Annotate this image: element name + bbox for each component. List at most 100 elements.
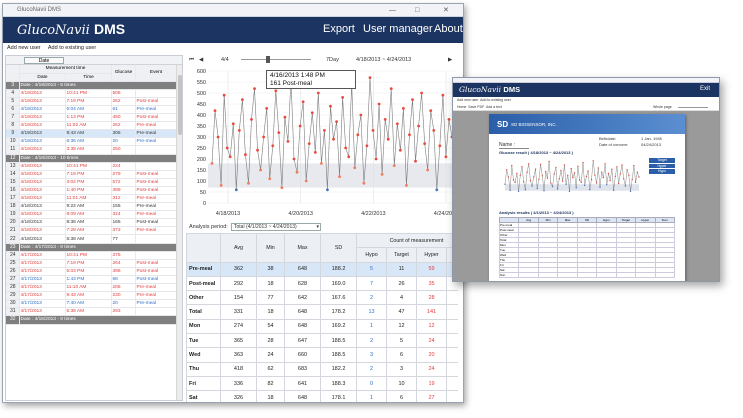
table-row[interactable]: 6 4/19/2013 5:04 AM 61 Pre-meal bbox=[6, 105, 177, 115]
data-point[interactable] bbox=[383, 118, 387, 121]
data-point[interactable] bbox=[420, 91, 424, 95]
table-row[interactable]: 28 4/17/2013 11:10 AM 205 Pre-meal bbox=[6, 283, 177, 293]
table-row[interactable]: 5 4/19/2013 7:19 PM 262 Post-meal bbox=[6, 97, 177, 106]
add-new-user-link[interactable]: Add new user bbox=[7, 45, 41, 51]
data-point[interactable] bbox=[329, 104, 332, 108]
data-point[interactable] bbox=[247, 181, 250, 185]
data-point[interactable] bbox=[295, 170, 299, 174]
data-point[interactable] bbox=[423, 142, 427, 145]
data-point[interactable] bbox=[392, 164, 396, 167]
report-tab-home[interactable]: Home bbox=[457, 105, 467, 109]
data-point[interactable] bbox=[332, 137, 335, 141]
table-row[interactable]: 10 4/19/2013 6:36 AM 20 Pre-meal bbox=[6, 137, 177, 147]
table-row[interactable]: 30 4/17/2013 7:40 AM 20 Pre-meal bbox=[6, 299, 177, 309]
date-button[interactable]: Date bbox=[24, 57, 64, 64]
table-row[interactable]: 8 4/19/2013 11:02 AM 262 Pre-meal bbox=[6, 121, 177, 131]
data-point[interactable] bbox=[374, 157, 378, 161]
data-point[interactable] bbox=[380, 173, 384, 176]
data-point[interactable] bbox=[307, 142, 311, 145]
data-point[interactable] bbox=[417, 124, 420, 128]
data-point[interactable] bbox=[368, 76, 372, 79]
data-point[interactable] bbox=[362, 181, 366, 185]
data-point[interactable] bbox=[228, 155, 232, 159]
date-group-row[interactable]: 32 Date : 4/16/2013 - 8 times bbox=[6, 315, 177, 325]
data-point[interactable] bbox=[435, 188, 439, 192]
analysis-period-select[interactable]: Total (4/1/2013 ~ 4/24/2013) ▾ bbox=[231, 223, 321, 231]
data-point[interactable] bbox=[326, 188, 329, 192]
table-row[interactable]: 15 4/18/2013 3:02 PM 572 Post-meal bbox=[6, 178, 177, 187]
table-row[interactable]: 14 4/18/2013 7:19 PM 279 Post-meal bbox=[6, 170, 177, 179]
data-point[interactable] bbox=[262, 135, 266, 139]
page-slider[interactable] bbox=[241, 59, 311, 60]
add-existing-user-link[interactable]: Add to existing user bbox=[47, 45, 97, 51]
data-point[interactable] bbox=[432, 129, 436, 132]
header-event[interactable]: Event bbox=[135, 65, 177, 82]
data-point[interactable] bbox=[301, 100, 305, 104]
data-point[interactable] bbox=[441, 93, 445, 97]
data-point[interactable] bbox=[414, 159, 417, 163]
report-zoom-slider[interactable] bbox=[678, 107, 708, 108]
menu-about[interactable]: About bbox=[434, 23, 463, 35]
table-row[interactable]: 7 4/19/2013 1:13 PM 450 Post-meal bbox=[6, 113, 177, 123]
data-point[interactable] bbox=[250, 118, 253, 121]
data-point[interactable] bbox=[408, 133, 411, 137]
data-point[interactable] bbox=[225, 146, 229, 150]
table-row[interactable]: 19 4/18/2013 8:09 AM 324 Pre-meal bbox=[6, 210, 177, 220]
data-point[interactable] bbox=[265, 107, 269, 110]
table-row[interactable]: 4 4/19/2013 10:41 PM 505 bbox=[6, 89, 177, 98]
data-point[interactable] bbox=[344, 146, 348, 150]
data-point[interactable] bbox=[365, 144, 369, 148]
data-point[interactable] bbox=[219, 184, 223, 187]
table-row[interactable]: 16 4/18/2013 1:40 PM 399 Post-meal bbox=[6, 186, 177, 196]
data-point[interactable] bbox=[268, 177, 272, 181]
data-point[interactable] bbox=[405, 184, 408, 187]
data-point[interactable] bbox=[277, 131, 281, 134]
data-point[interactable] bbox=[389, 87, 393, 90]
data-point[interactable] bbox=[213, 109, 217, 112]
data-point[interactable] bbox=[371, 129, 375, 132]
minimize-icon[interactable]: — bbox=[389, 7, 396, 14]
data-point[interactable] bbox=[347, 155, 351, 159]
data-point[interactable] bbox=[234, 188, 238, 192]
table-row[interactable]: 17 4/18/2013 11:01 AM 312 Pre-meal bbox=[6, 194, 177, 204]
header-date[interactable]: Date bbox=[19, 73, 66, 82]
table-row[interactable]: 29 4/17/2013 9:43 AM 230 Pre-meal bbox=[6, 291, 177, 301]
data-point[interactable] bbox=[411, 98, 414, 101]
data-point[interactable] bbox=[335, 120, 338, 123]
first-page-icon[interactable]: ⏮ bbox=[189, 57, 194, 63]
data-point[interactable] bbox=[253, 87, 256, 90]
data-point[interactable] bbox=[304, 179, 308, 183]
data-point[interactable] bbox=[274, 89, 278, 93]
header-time[interactable]: Time bbox=[65, 73, 112, 82]
data-point[interactable] bbox=[386, 137, 390, 141]
data-point[interactable] bbox=[353, 166, 357, 170]
data-point[interactable] bbox=[338, 175, 341, 178]
menu-export[interactable]: Export bbox=[323, 23, 355, 35]
data-point[interactable] bbox=[438, 144, 442, 148]
data-point[interactable] bbox=[259, 168, 263, 172]
close-icon[interactable]: ✕ bbox=[443, 7, 449, 14]
data-point[interactable] bbox=[426, 168, 430, 172]
chart-next-icon[interactable]: ▶ bbox=[448, 57, 453, 63]
prev-page-icon[interactable]: ◀ bbox=[199, 57, 204, 63]
table-row[interactable]: 24 4/17/2013 10:41 PM 375 bbox=[6, 251, 177, 260]
data-point[interactable] bbox=[447, 118, 451, 121]
date-group-row[interactable]: 12 Date : 4/18/2013 - 10 times bbox=[6, 154, 177, 163]
report-exit-link[interactable]: Exit bbox=[700, 86, 711, 92]
data-point[interactable] bbox=[359, 113, 363, 117]
table-row[interactable]: 21 4/18/2013 7:28 AM 373 Pre-meal bbox=[6, 226, 177, 236]
table-row[interactable]: 31 4/17/2013 5:38 AM 293 bbox=[6, 307, 177, 317]
data-point[interactable] bbox=[341, 96, 345, 99]
range-selector[interactable]: 7Day bbox=[326, 57, 339, 63]
data-point[interactable] bbox=[377, 102, 381, 106]
data-point[interactable] bbox=[286, 140, 290, 143]
data-point[interactable] bbox=[356, 133, 360, 137]
page-slider-handle[interactable] bbox=[266, 56, 270, 63]
data-point[interactable] bbox=[256, 148, 259, 152]
data-point[interactable] bbox=[231, 122, 235, 126]
data-point[interactable] bbox=[395, 122, 399, 126]
data-point[interactable] bbox=[210, 162, 214, 165]
table-row[interactable]: 18 4/18/2013 9:22 AM 155 Pre-meal bbox=[6, 202, 177, 212]
data-point[interactable] bbox=[316, 91, 320, 95]
data-point[interactable] bbox=[222, 93, 226, 97]
